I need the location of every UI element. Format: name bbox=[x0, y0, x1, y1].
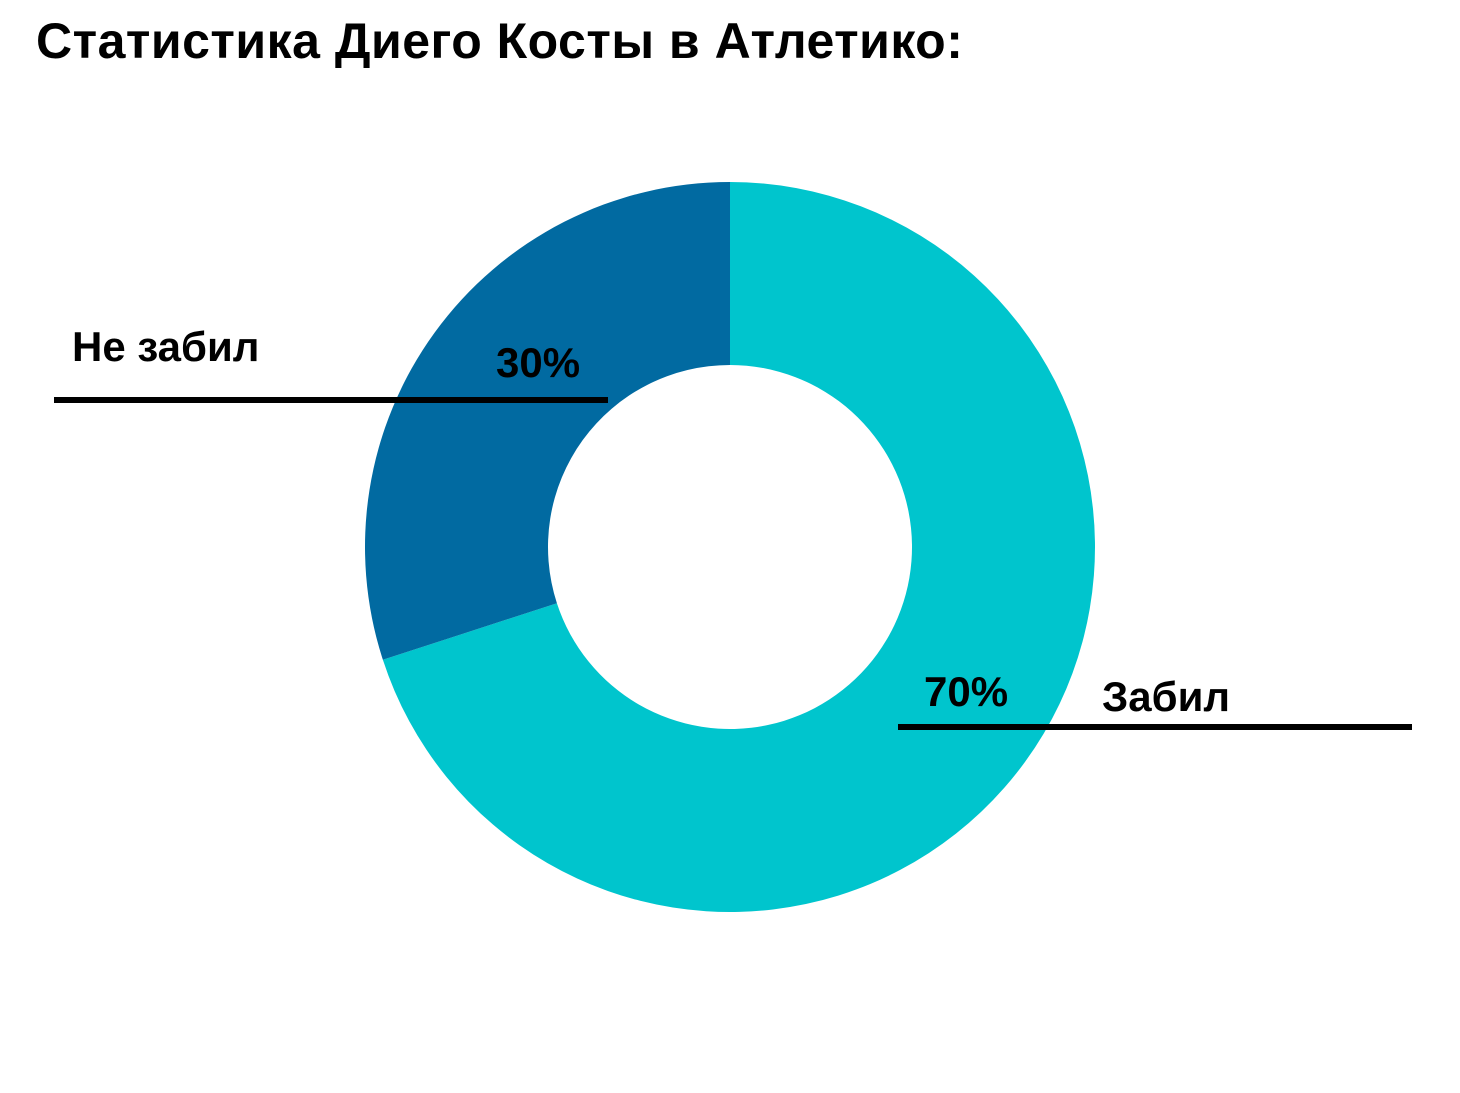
slice-not-scored bbox=[364, 182, 730, 660]
donut-slices bbox=[364, 182, 1096, 912]
data-label-not-scored: 30% bbox=[496, 339, 580, 386]
chart-title: Статистика Диего Косты в Атлетико: bbox=[36, 13, 964, 69]
category-label-not-scored: Не забил bbox=[72, 323, 259, 370]
category-label-scored: Забил bbox=[1102, 673, 1230, 720]
slice-labels: 70% Забил 30% Не забил bbox=[54, 323, 1412, 730]
data-label-scored: 70% bbox=[924, 668, 1008, 715]
